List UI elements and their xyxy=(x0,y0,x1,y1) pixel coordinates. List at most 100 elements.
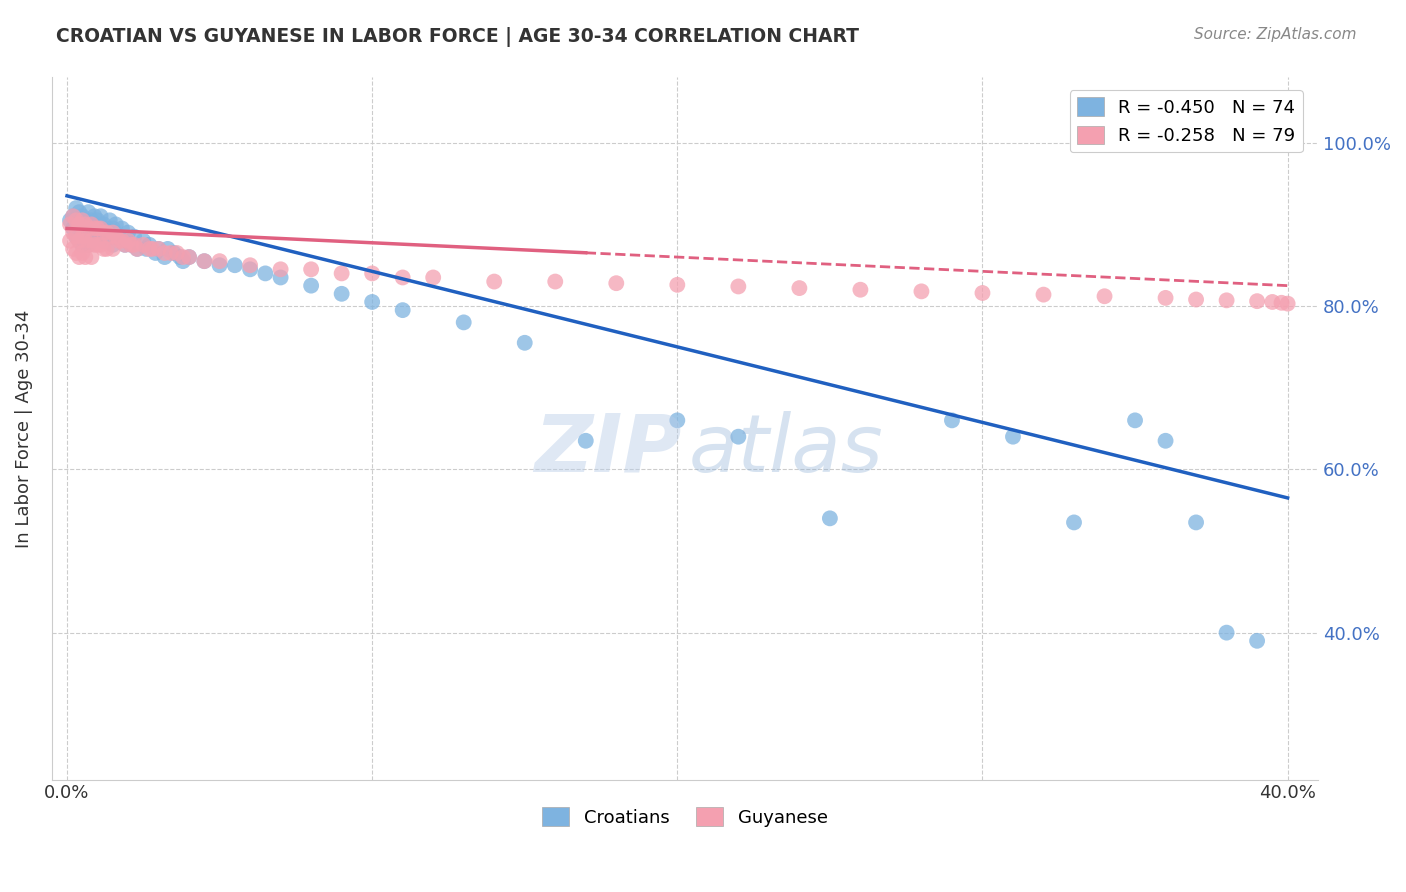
Point xyxy=(104,229,127,244)
Point xyxy=(86,213,108,227)
Point xyxy=(86,237,108,252)
Y-axis label: In Labor Force | Age 30-34: In Labor Force | Age 30-34 xyxy=(15,310,32,548)
Point xyxy=(90,209,112,223)
Point xyxy=(849,283,872,297)
Point xyxy=(90,226,112,240)
Point xyxy=(65,213,87,227)
Point xyxy=(1154,291,1177,305)
Point xyxy=(120,237,142,252)
Point xyxy=(1246,633,1268,648)
Point xyxy=(65,246,87,260)
Point xyxy=(422,270,444,285)
Point xyxy=(93,226,115,240)
Point xyxy=(166,246,188,260)
Point xyxy=(80,229,103,244)
Point xyxy=(62,221,84,235)
Point xyxy=(391,303,413,318)
Point xyxy=(299,278,322,293)
Point xyxy=(80,250,103,264)
Point xyxy=(172,254,194,268)
Point xyxy=(101,237,124,252)
Point xyxy=(727,430,749,444)
Point xyxy=(132,234,155,248)
Point xyxy=(1154,434,1177,448)
Point xyxy=(98,213,121,227)
Point xyxy=(75,213,97,227)
Point xyxy=(62,242,84,256)
Point xyxy=(156,242,179,256)
Point xyxy=(83,226,105,240)
Point xyxy=(80,218,103,232)
Point xyxy=(169,250,191,264)
Point xyxy=(62,209,84,223)
Point xyxy=(138,237,160,252)
Point xyxy=(148,242,170,256)
Point xyxy=(127,242,149,256)
Text: ZIP: ZIP xyxy=(534,410,681,489)
Point xyxy=(101,221,124,235)
Point xyxy=(972,285,994,300)
Point xyxy=(108,234,131,248)
Point xyxy=(96,242,118,256)
Point xyxy=(101,226,124,240)
Point xyxy=(1185,516,1208,530)
Point xyxy=(361,266,384,280)
Point xyxy=(172,250,194,264)
Point xyxy=(122,229,145,244)
Point xyxy=(1001,430,1024,444)
Point xyxy=(86,221,108,235)
Point xyxy=(72,246,94,260)
Point xyxy=(67,218,90,232)
Point xyxy=(108,229,131,244)
Point xyxy=(104,218,127,232)
Point xyxy=(65,201,87,215)
Text: Source: ZipAtlas.com: Source: ZipAtlas.com xyxy=(1194,27,1357,42)
Point xyxy=(163,246,186,260)
Point xyxy=(270,270,292,285)
Point xyxy=(77,237,100,252)
Point xyxy=(77,205,100,219)
Point xyxy=(120,237,142,252)
Point xyxy=(86,229,108,244)
Point xyxy=(93,234,115,248)
Point xyxy=(153,246,176,260)
Text: CROATIAN VS GUYANESE IN LABOR FORCE | AGE 30-34 CORRELATION CHART: CROATIAN VS GUYANESE IN LABOR FORCE | AG… xyxy=(56,27,859,46)
Point xyxy=(62,226,84,240)
Point xyxy=(177,250,200,264)
Point xyxy=(83,237,105,252)
Point xyxy=(132,237,155,252)
Point xyxy=(910,285,932,299)
Point xyxy=(72,213,94,227)
Point xyxy=(453,315,475,329)
Point xyxy=(96,226,118,240)
Point xyxy=(62,209,84,223)
Point xyxy=(111,234,134,248)
Point xyxy=(1270,295,1292,310)
Point xyxy=(72,226,94,240)
Point xyxy=(1063,516,1085,530)
Point xyxy=(330,286,353,301)
Point xyxy=(83,209,105,223)
Text: atlas: atlas xyxy=(689,410,883,489)
Point xyxy=(391,270,413,285)
Point xyxy=(1261,295,1284,310)
Point xyxy=(361,295,384,310)
Point xyxy=(93,218,115,232)
Point xyxy=(224,258,246,272)
Point xyxy=(93,242,115,256)
Point xyxy=(96,221,118,235)
Point xyxy=(75,250,97,264)
Point xyxy=(141,242,163,256)
Point xyxy=(1094,289,1116,303)
Point xyxy=(145,246,167,260)
Point xyxy=(299,262,322,277)
Point xyxy=(59,234,82,248)
Point xyxy=(1185,293,1208,307)
Point xyxy=(80,213,103,227)
Point xyxy=(90,237,112,252)
Point xyxy=(90,221,112,235)
Point xyxy=(65,229,87,244)
Point xyxy=(75,234,97,248)
Point xyxy=(72,209,94,223)
Point xyxy=(153,250,176,264)
